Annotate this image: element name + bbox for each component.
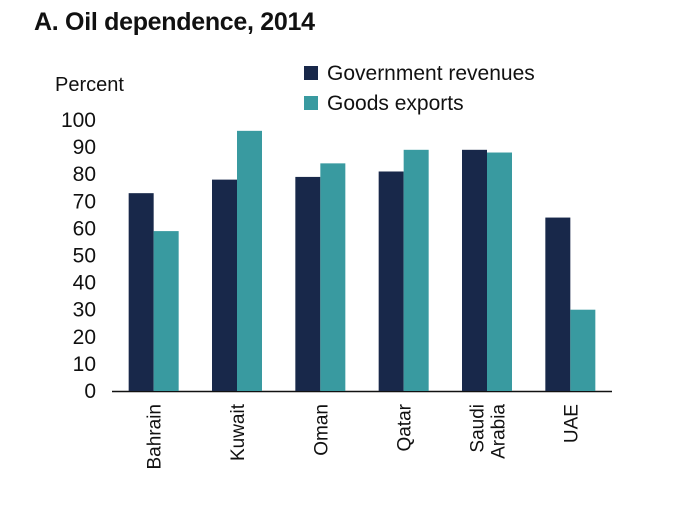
bar-government-revenues [295,176,321,391]
category-label: Oman [311,404,332,456]
bar-government-revenues [212,179,237,391]
y-axis-label: Percent [55,74,124,96]
legend-swatch [304,96,318,110]
y-tick-label: 80 [73,163,96,186]
category-label: Arabia [489,404,510,459]
y-tick-label: 40 [73,272,96,295]
bar-goods-exports [570,309,596,391]
legend-swatch [304,66,318,80]
bar-government-revenues [128,193,154,391]
y-tick-label: 70 [73,190,96,213]
y-tick-label: 10 [73,353,96,376]
bar-goods-exports [403,149,429,391]
category-label: Qatar [395,403,416,451]
bar-government-revenues [378,171,404,391]
bar-government-revenues [462,149,487,391]
chart-title: A. Oil dependence, 2014 [34,8,315,36]
bar-goods-exports [237,130,262,391]
bar-goods-exports [153,231,179,391]
category-label: Kuwait [228,403,249,461]
legend-label: Government revenues [327,62,535,85]
category-label: Bahrain [145,404,166,470]
y-tick-label: 20 [73,326,96,349]
y-tick-label: 60 [73,217,96,240]
y-tick-label: 30 [73,299,96,322]
category-label: Saudi [468,404,489,453]
y-tick-label: 50 [73,245,96,268]
y-tick-label: 90 [73,136,96,159]
bar-goods-exports [487,152,512,391]
y-tick-label: 100 [61,109,96,132]
bar-government-revenues [545,217,571,391]
legend-label: Goods exports [327,92,464,115]
y-tick-label: 0 [84,380,96,403]
category-label: UAE [561,404,582,443]
bar-goods-exports [320,163,346,391]
